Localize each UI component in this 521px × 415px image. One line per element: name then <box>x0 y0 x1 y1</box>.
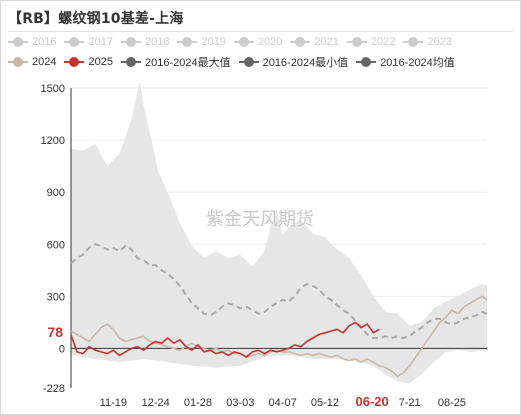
series-line-2025 <box>70 321 380 358</box>
latest-value-label: 78 <box>47 324 63 340</box>
legend-marker-icon <box>238 57 259 67</box>
x-tick-label: 05-12 <box>311 397 339 409</box>
y-tick-label: 300 <box>47 291 65 303</box>
legend-marker-icon <box>120 37 141 47</box>
legend-row-series: 2024 2025 2016-2024最大值 2016-2024最小值 2016-202… <box>8 54 463 70</box>
legend-marker-icon <box>356 57 377 67</box>
legend-item-year-3[interactable]: 2019 <box>177 36 226 48</box>
legend-item-series-0[interactable]: 2024 <box>8 56 56 68</box>
legend-item-year-1[interactable]: 2017 <box>64 36 113 48</box>
legend-marker-icon <box>177 37 198 47</box>
x-tick-label: 04-07 <box>269 397 297 409</box>
x-tick-label: 01-28 <box>184 397 212 409</box>
title-divider <box>8 31 513 32</box>
y-tick-label: 1200 <box>41 135 65 147</box>
legend-item-series-3[interactable]: 2016-2024最小值 <box>238 54 349 70</box>
x-tick-label-current: 06-20 <box>355 394 388 409</box>
legend-marker-icon <box>290 37 311 47</box>
legend-label: 2016 <box>32 36 57 48</box>
legend-label: 2016-2024均值 <box>380 57 455 69</box>
legend-label: 2020 <box>257 36 283 48</box>
y-tick-label: -228 <box>43 383 65 395</box>
legend-marker-icon <box>8 37 28 47</box>
legend-item-series-2[interactable]: 2016-2024最大值 <box>120 54 231 70</box>
legend-marker-icon <box>64 57 85 67</box>
x-tick-label: 11-19 <box>100 397 127 409</box>
legend-label: 2018 <box>144 36 170 48</box>
y-tick-label: 0 <box>59 343 65 355</box>
legend-item-year-6[interactable]: 2022 <box>346 36 396 48</box>
legend-marker-icon <box>64 37 85 47</box>
legend-marker-icon <box>120 57 141 67</box>
legend-label: 2021 <box>314 36 339 48</box>
legend-label: 2022 <box>370 36 396 48</box>
legend-item-year-5[interactable]: 2021 <box>290 36 339 48</box>
legend-item-year-7[interactable]: 2023 <box>403 36 452 48</box>
series-line-2016-2024均值 <box>70 243 488 339</box>
x-tick-label: 03-03 <box>226 397 254 409</box>
legend-row-years: 2016 2017 2018 2019 2020 2021 2022 2023 <box>8 34 460 50</box>
legend-item-year-4[interactable]: 2020 <box>233 36 283 48</box>
x-tick-label: 12-24 <box>142 397 170 409</box>
series-lines <box>70 243 488 377</box>
legend-label: 2017 <box>88 36 113 48</box>
watermark-text: 紫金天风期货 <box>206 209 314 229</box>
legend-item-year-0[interactable]: 2016 <box>8 36 56 48</box>
legend-item-year-2[interactable]: 2018 <box>120 36 170 48</box>
axis-labels: -228 0 300 600 900 1200 1500 11-19 12-24 01-28 03-… <box>41 83 466 409</box>
max-min-band <box>71 81 487 384</box>
x-tick-label: 7-21 <box>399 397 421 409</box>
legend-label: 2024 <box>32 56 57 68</box>
legend-item-series-4[interactable]: 2016-2024均值 <box>356 54 455 70</box>
y-tick-label: 1500 <box>41 83 65 95</box>
legend-label: 2016-2024最小值 <box>262 57 349 69</box>
legend-label: 2023 <box>427 36 452 48</box>
y-tick-label: 900 <box>47 187 65 199</box>
legend-marker-icon <box>233 37 254 47</box>
legend-item-series-1[interactable]: 2025 <box>64 56 113 68</box>
y-tick-label: 600 <box>47 239 65 251</box>
chart-title: 【RB】螺纹钢10基差-上海 <box>8 11 184 27</box>
legend-marker-icon <box>403 37 424 47</box>
x-tick-label: 08-25 <box>438 397 466 409</box>
legend-marker-icon <box>8 57 28 67</box>
legend-label: 2019 <box>201 36 226 48</box>
legend-label: 2016-2024最大值 <box>144 57 231 69</box>
legend-marker-icon <box>346 37 367 47</box>
legend-label: 2025 <box>88 56 113 68</box>
